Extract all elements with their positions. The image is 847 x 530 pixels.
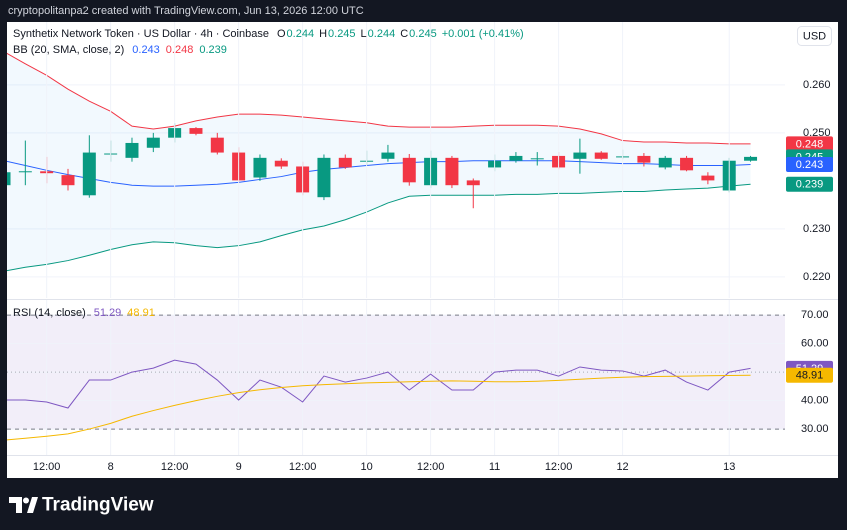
rsi-line	[7, 359, 751, 409]
x-tick-label: 12:00	[161, 461, 189, 473]
ohlc-key: O	[277, 28, 286, 40]
bb-upper-line	[7, 52, 751, 145]
logo-mark	[23, 497, 29, 504]
y-tick-label: 0.220	[803, 271, 831, 283]
x-tick-label: 8	[108, 461, 114, 473]
candle-body	[274, 160, 288, 167]
rsi-plot	[7, 300, 785, 455]
bb-lower-tag: 0.239	[796, 179, 824, 191]
currency-label[interactable]: USD	[803, 30, 826, 42]
bb-upper-tag: 0.248	[796, 138, 824, 150]
bb-basis-line	[7, 160, 751, 187]
candle-body	[146, 137, 160, 148]
y-tick-label: 0.230	[803, 223, 831, 235]
brand-name: TradingView	[42, 495, 154, 516]
ohlc-key: H	[319, 28, 327, 40]
candle-body	[61, 175, 75, 186]
header-text: cryptopolitanpa2 created with TradingVie…	[8, 5, 364, 17]
x-tick-label: 11	[489, 461, 500, 473]
rsi-ma-line	[7, 374, 751, 441]
logo-mark	[27, 497, 38, 513]
price-plot	[7, 22, 785, 298]
bb-basis-value: 0.243	[132, 44, 160, 56]
candle-body	[82, 152, 96, 196]
ohlc-value: 0.245	[328, 28, 356, 40]
candle-body	[189, 128, 203, 134]
y-tick-label: 70.00	[801, 309, 829, 321]
candle-body	[338, 157, 352, 168]
symbol-title: Synthetix Network Token · US Dollar · 4h…	[13, 28, 269, 40]
y-tick-label: 0.250	[803, 127, 831, 139]
ohlc-value: 0.245	[409, 28, 437, 40]
bb-basis-tag-bg	[786, 157, 833, 173]
x-tick-label: 12:00	[33, 461, 61, 473]
band-fill	[7, 53, 751, 271]
candle-body	[573, 152, 587, 159]
y-tick-label: 30.00	[801, 423, 829, 435]
bb-upper-tag-bg	[786, 136, 833, 152]
bb-label: BB (20, SMA, close, 2)	[13, 44, 124, 56]
bb-upper-value: 0.248	[166, 44, 194, 56]
ohlc-key: L	[361, 28, 367, 40]
brand-logo: TradingView	[9, 495, 154, 516]
rsi-legend-value: 51.29	[94, 307, 122, 319]
price-change: +0.001 (+0.41%)	[442, 28, 524, 40]
logo-mark	[9, 497, 22, 513]
candle-body	[658, 157, 672, 168]
candle-body	[509, 155, 523, 161]
overlay: 0.220 0.230 0.250 0.260 Synthetix Network To…	[13, 28, 833, 473]
candle-body	[680, 157, 694, 171]
currency-button[interactable]	[797, 26, 832, 46]
candle-body	[402, 157, 416, 183]
ohlc-key: C	[400, 28, 408, 40]
candle-body	[744, 156, 758, 161]
bb-lower-value: 0.239	[199, 44, 227, 56]
x-tick-label: 10	[360, 461, 372, 473]
rsi-legend-value: 48.91	[127, 307, 155, 319]
x-tick-label: 13	[723, 461, 735, 473]
y-tick-label: 0.260	[803, 79, 831, 91]
x-tick-label: 12:00	[417, 461, 445, 473]
bb-lower-tag-bg	[786, 176, 833, 192]
candle-body	[637, 155, 651, 163]
ohlc-value: 0.244	[287, 28, 315, 40]
y-tick-label: 40.00	[801, 394, 829, 406]
candle-body	[466, 180, 480, 186]
x-tick-label: 12	[616, 461, 628, 473]
x-tick-label: 12:00	[289, 461, 317, 473]
rsi-tag: 48.91	[796, 370, 824, 382]
bb-lower-line	[7, 183, 751, 272]
candle-body	[317, 157, 331, 198]
chart-area	[7, 22, 838, 478]
candle-body	[7, 172, 11, 186]
x-tick-label: 12:00	[545, 461, 573, 473]
bb-basis-tag: 0.243	[796, 159, 824, 171]
candle-body	[253, 157, 267, 178]
ohlc-value: 0.244	[368, 28, 396, 40]
candle-body	[445, 157, 459, 186]
candle-body	[381, 152, 395, 159]
rsi-tag-bg	[786, 367, 833, 383]
candle-body	[701, 175, 715, 181]
x-tick-label: 9	[236, 461, 242, 473]
rsi-title: RSI (14, close)	[13, 307, 86, 319]
candle-body	[18, 171, 32, 173]
candle-body	[210, 137, 224, 153]
candle-body	[594, 152, 608, 159]
candle-body	[125, 142, 139, 158]
candle-body	[530, 158, 544, 160]
y-tick-label: 60.00	[801, 338, 829, 350]
